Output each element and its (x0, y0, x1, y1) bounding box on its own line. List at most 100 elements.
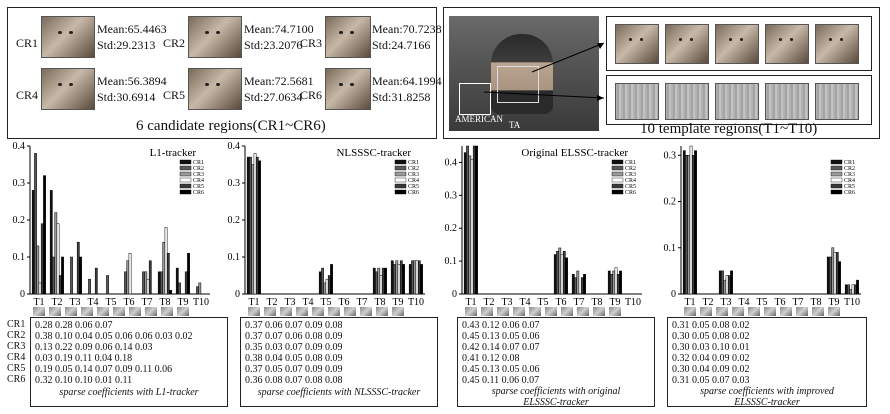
x-tick-label: T2 (51, 297, 62, 308)
coefficient-row: 0.38 0.10 0.04 0.05 0.06 0.06 0.03 0.02 (35, 331, 193, 342)
bar-cr6 (583, 274, 586, 295)
table-caption: sparse coefficients with L1-tracker (59, 387, 199, 398)
bar-cr2 (721, 270, 724, 295)
x-tick-label: T6 (123, 297, 134, 308)
legend-swatch (394, 183, 407, 189)
bar-cr3 (831, 247, 835, 295)
template-thumbnail (815, 83, 859, 120)
x-tick-label: T8 (810, 297, 821, 308)
coefficient-table-nlsssc: 0.37 0.06 0.07 0.09 0.08 0.37 0.07 0.06 … (240, 317, 438, 407)
template-thumbnail (815, 24, 859, 64)
bar-cr3 (54, 212, 58, 295)
face-thumbnail (188, 16, 242, 58)
bar-cr2 (196, 286, 199, 295)
bar-cr6 (384, 267, 387, 295)
y-tick-label: 0.1 (13, 252, 26, 263)
legend-swatch (830, 189, 843, 195)
bar-cr1 (157, 271, 161, 295)
coefficient-table-original-elssc: 0.43 0.12 0.06 0.07 0.45 0.13 0.05 0.06 … (457, 317, 655, 408)
region-mean: Mean:56.3894 (97, 74, 167, 88)
bar-cr5 (58, 275, 62, 295)
legend-swatch (394, 171, 407, 177)
x-tick-label: T8 (159, 297, 170, 308)
x-tick-label: T10 (193, 297, 209, 308)
bar-cr2 (70, 256, 73, 295)
x-tick-label: T10 (408, 297, 424, 308)
region-label: CR5 (163, 88, 186, 102)
bar-cr6 (187, 253, 190, 295)
bar-cr5 (616, 274, 620, 295)
bar-cr1 (553, 254, 557, 295)
bar-cr6 (79, 256, 82, 295)
y-tick-label: 0.2 (445, 223, 458, 234)
bar-cr3 (849, 289, 853, 295)
row-label: CR5 (7, 363, 26, 374)
bar-cr5 (76, 241, 80, 295)
x-tick-label: T3 (720, 297, 731, 308)
bar-cr4 (470, 158, 474, 295)
x-tick-label: T3 (69, 297, 80, 308)
bar-cr4 (379, 275, 383, 295)
x-tick-label: T9 (828, 297, 839, 308)
bar-cr2 (829, 256, 832, 295)
bar-cr1 (318, 271, 322, 295)
x-tick-label: T1 (248, 297, 259, 308)
bar-cr3 (198, 282, 202, 295)
legend-swatch (611, 165, 624, 171)
bar-cr3 (36, 245, 40, 295)
bar-cr5 (40, 223, 44, 295)
x-tick-label: T4 (738, 297, 749, 308)
template-thumbnail (715, 83, 759, 120)
bar-cr6 (258, 160, 261, 295)
template-thumbnail (665, 83, 709, 120)
coefficient-row: 0.28 0.28 0.06 0.07 (35, 320, 113, 331)
x-tick-label: T5 (320, 297, 331, 308)
legend-swatch (179, 159, 192, 165)
coefficient-row: 0.37 0.05 0.07 0.09 0.09 (245, 364, 343, 375)
bar-cr6 (694, 150, 697, 295)
bar-cr2 (847, 284, 850, 295)
y-tick-label: 0.1 (445, 256, 458, 267)
bar-cr5 (399, 260, 403, 295)
bar-cr6 (169, 290, 172, 295)
bar-cr6 (420, 264, 423, 295)
bar-cr4 (689, 145, 693, 295)
legend-label: CR1 (625, 160, 636, 166)
x-tick-label: T10 (625, 297, 641, 308)
x-tick-label: T3 (284, 297, 295, 308)
bar-cr6 (565, 257, 568, 295)
legend-swatch (611, 183, 624, 189)
region-mean: Mean:65.4463 (97, 22, 167, 36)
region-mean: Mean:72.5681 (244, 74, 314, 88)
x-tick-label: T6 (338, 297, 349, 308)
region-label: CR3 (300, 36, 323, 50)
x-tick-label: T7 (356, 297, 367, 308)
coefficient-row: 0.31 0.05 0.07 0.03 (672, 375, 750, 386)
bar-cr2 (124, 271, 127, 295)
bar-cr6 (730, 270, 733, 295)
bar-cr5 (835, 252, 839, 295)
y-tick-label: 0.4 (13, 141, 26, 152)
x-tick-label: T1 (465, 297, 476, 308)
bar-cr5 (580, 277, 584, 295)
bar-cr1 (607, 270, 611, 295)
y-tick-label: 0 (20, 289, 25, 300)
coefficient-row: 0.32 0.10 0.10 0.01 0.11 (35, 375, 133, 386)
bar-cr6 (838, 261, 841, 295)
bar-cr4 (146, 278, 150, 295)
row-label: CR4 (7, 352, 26, 363)
legend-swatch (611, 177, 624, 183)
x-tick-label: T7 (141, 297, 152, 308)
coefficient-row: 0.37 0.07 0.06 0.08 0.09 (245, 331, 343, 342)
region-mean: Mean:70.7238 (372, 22, 442, 36)
legend-label: CR5 (625, 184, 636, 190)
bar-cr5 (472, 145, 476, 295)
x-tick-label: T9 (177, 297, 188, 308)
bar-cr6 (402, 264, 405, 295)
scene-text: AMERICAN (455, 114, 504, 124)
bar-cr3 (612, 270, 616, 295)
x-tick-label: T1 (33, 297, 44, 308)
face-thumbnail (325, 16, 371, 58)
bar-cr3 (576, 270, 580, 295)
region-mean: Mean:74.7100 (244, 22, 314, 36)
